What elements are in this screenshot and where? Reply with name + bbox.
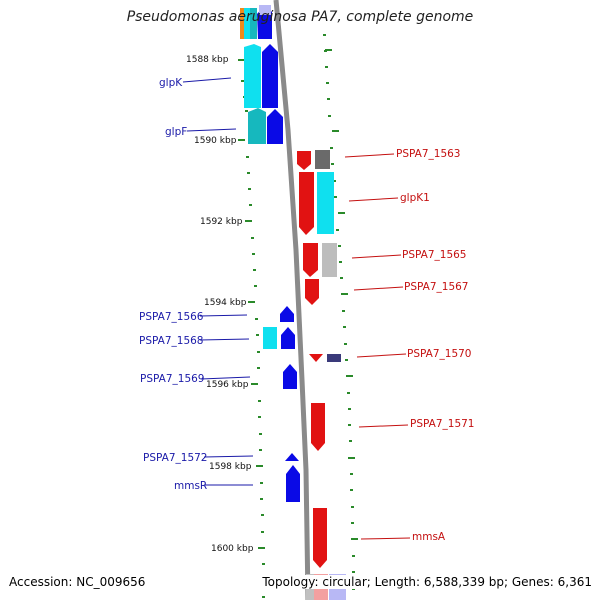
right-tick-dots (323, 34, 355, 590)
gene-mmsA-red[interactable] (313, 508, 327, 568)
gene-label-mmsA[interactable]: mmsA (412, 531, 446, 543)
kbp-label-1588: 1588 kbp (186, 55, 229, 65)
gene-PSPA7-1567-red[interactable] (305, 279, 319, 305)
gene-PSPA7-1569-arrow[interactable] (283, 364, 297, 389)
gene-PSPA7-1565-red[interactable] (303, 243, 318, 277)
gene-label-PSPA7-1572[interactable]: PSPA7_1572 (143, 452, 208, 464)
gene-glpK-left-blue[interactable] (262, 44, 278, 108)
gene-glpF-left-teal[interactable] (248, 108, 266, 144)
right-major-ticks (325, 49, 358, 540)
gene-label-glpF[interactable]: glpF (165, 126, 187, 138)
gene-label-glpK1[interactable]: glpK1 (400, 192, 430, 204)
gene-PSPA7-1572-arrow[interactable] (285, 453, 299, 461)
gene-glpK1-red[interactable] (299, 172, 314, 235)
genome-backbone (273, 0, 311, 600)
gene-mmsR-arrow[interactable] (286, 465, 300, 502)
kbp-label-1594: 1594 kbp (204, 298, 247, 308)
gene-PSPA7-1568-arrow[interactable] (281, 327, 295, 349)
gene-PSPA7-1563-red[interactable] (297, 151, 311, 170)
gene-PSPA7-1568-cyan[interactable] (263, 327, 277, 349)
gene-PSPA7-1566-arrow[interactable] (280, 306, 294, 322)
kbp-label-1590: 1590 kbp (194, 136, 237, 146)
gene-PSPA7-1563-grey[interactable] (315, 150, 330, 169)
gene-label-PSPA7-1565[interactable]: PSPA7_1565 (402, 249, 467, 261)
topology-text: Topology: circular; Length: 6,588,339 bp… (260, 575, 594, 589)
kbp-label-1600: 1600 kbp (211, 544, 254, 554)
gene-label-PSPA7-1567[interactable]: PSPA7_1567 (404, 281, 469, 293)
gene-PSPA7-1570-red[interactable] (309, 354, 323, 362)
right-leader-lines (344, 153, 411, 540)
gene-PSPA7-1570-navy[interactable] (327, 354, 341, 362)
kbp-label-1598: 1598 kbp (209, 462, 252, 472)
gene-glpF-left-blue[interactable] (267, 109, 283, 144)
accession-text: Accession: NC_009656 (7, 575, 148, 589)
genome-title: Pseudomonas aeruginosa PA7, complete gen… (126, 9, 474, 25)
gene-PSPA7-1571-red[interactable] (311, 403, 325, 451)
top-partial-genes[interactable] (240, 5, 272, 39)
gene-label-PSPA7-1570[interactable]: PSPA7_1570 (407, 348, 472, 360)
gene-label-PSPA7-1571[interactable]: PSPA7_1571 (410, 418, 475, 430)
left-leader-lines (182, 77, 254, 486)
gene-label-PSPA7-1569[interactable]: PSPA7_1569 (140, 373, 205, 385)
kbp-label-1592: 1592 kbp (200, 217, 243, 227)
gene-label-glpK[interactable]: glpK (159, 77, 183, 89)
gene-label-mmsR[interactable]: mmsR (174, 480, 207, 492)
gene-label-PSPA7-1563[interactable]: PSPA7_1563 (396, 148, 461, 160)
gene-glpK1-cyan[interactable] (317, 172, 334, 234)
gene-PSPA7-1565-grey[interactable] (322, 243, 337, 277)
gene-glpK-left-cyan[interactable] (244, 44, 261, 108)
left-major-ticks (238, 59, 265, 549)
gene-label-PSPA7-1566[interactable]: PSPA7_1566 (139, 311, 204, 323)
gene-label-PSPA7-1568[interactable]: PSPA7_1568 (139, 335, 204, 347)
kbp-label-1596: 1596 kbp (206, 380, 249, 390)
